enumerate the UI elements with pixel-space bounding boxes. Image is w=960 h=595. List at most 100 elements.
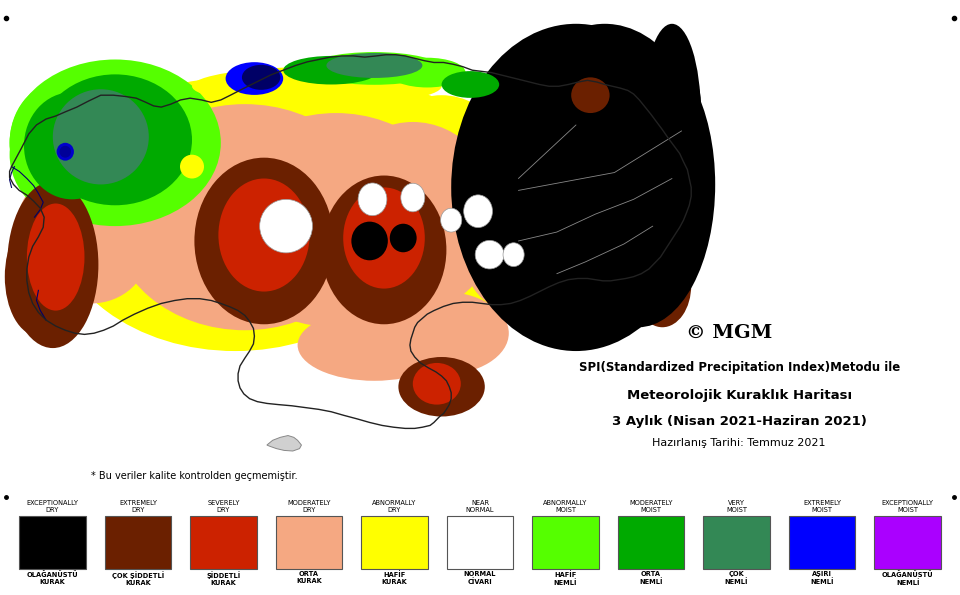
Ellipse shape (24, 92, 120, 199)
FancyBboxPatch shape (617, 516, 684, 569)
FancyBboxPatch shape (704, 516, 770, 569)
Ellipse shape (242, 65, 280, 90)
Ellipse shape (283, 56, 379, 84)
Text: EXCEPTIONALLY
MOIST: EXCEPTIONALLY MOIST (881, 500, 934, 513)
Text: * Bu veriler kalite kontrolden geçmemiştir.: * Bu veriler kalite kontrolden geçmemişt… (91, 471, 298, 481)
Text: ŞİDDETLİ
KURAK: ŞİDDETLİ KURAK (206, 571, 241, 586)
Ellipse shape (10, 83, 106, 202)
Text: ÇOK ŞİDDETLİ
KURAK: ÇOK ŞİDDETLİ KURAK (111, 571, 164, 586)
Text: EXTREMELY
MOIST: EXTREMELY MOIST (804, 500, 841, 513)
FancyBboxPatch shape (0, 0, 710, 491)
Text: VERY
MOIST: VERY MOIST (726, 500, 747, 513)
Text: AŞIRI
NEMLİ: AŞIRI NEMLİ (810, 571, 834, 585)
Ellipse shape (10, 89, 144, 220)
Ellipse shape (180, 155, 204, 178)
Text: Meteorolojik Kuraklık Haritası: Meteorolojik Kuraklık Haritası (627, 389, 852, 402)
Ellipse shape (499, 164, 547, 253)
Text: OLAĞANÜSTÜ
KURAK: OLAĞANÜSTÜ KURAK (27, 571, 78, 585)
Ellipse shape (464, 195, 492, 227)
Ellipse shape (226, 83, 514, 345)
Ellipse shape (562, 42, 715, 327)
Text: ORTA
KURAK: ORTA KURAK (296, 571, 322, 584)
Ellipse shape (14, 173, 110, 303)
FancyBboxPatch shape (875, 516, 941, 569)
Ellipse shape (441, 208, 462, 232)
Ellipse shape (401, 183, 424, 212)
Ellipse shape (326, 122, 499, 312)
Ellipse shape (390, 224, 417, 252)
Text: ABNORMALLY
MOIST: ABNORMALLY MOIST (543, 500, 588, 513)
Ellipse shape (211, 113, 461, 327)
Text: NORMAL
CİVARI: NORMAL CİVARI (464, 571, 496, 585)
Ellipse shape (470, 83, 643, 333)
Ellipse shape (110, 104, 379, 330)
Ellipse shape (53, 89, 149, 184)
Ellipse shape (53, 77, 418, 351)
Text: MODERATELY
MOIST: MODERATELY MOIST (630, 500, 673, 513)
Ellipse shape (398, 357, 485, 416)
Ellipse shape (38, 74, 192, 205)
Text: OLAĞANÜSTÜ
NEMLİ: OLAĞANÜSTÜ NEMLİ (882, 571, 933, 586)
FancyBboxPatch shape (105, 516, 171, 569)
FancyBboxPatch shape (190, 516, 256, 569)
Ellipse shape (351, 222, 388, 261)
FancyBboxPatch shape (532, 516, 599, 569)
Text: ORTA
NEMLİ: ORTA NEMLİ (639, 571, 662, 585)
Ellipse shape (528, 36, 701, 167)
Ellipse shape (194, 158, 334, 324)
Ellipse shape (503, 243, 524, 267)
Ellipse shape (259, 199, 312, 253)
Ellipse shape (344, 187, 424, 289)
FancyBboxPatch shape (789, 516, 855, 569)
Text: HAFİF
NEMLİ: HAFİF NEMLİ (554, 571, 577, 586)
Ellipse shape (619, 113, 686, 220)
FancyBboxPatch shape (276, 516, 343, 569)
Text: NEAR
NORMAL: NEAR NORMAL (466, 500, 494, 513)
Ellipse shape (298, 309, 451, 381)
Ellipse shape (192, 67, 442, 106)
Ellipse shape (10, 60, 221, 226)
Ellipse shape (5, 217, 72, 336)
Text: EXCEPTIONALLY
DRY: EXCEPTIONALLY DRY (26, 500, 79, 513)
Ellipse shape (226, 62, 283, 95)
Ellipse shape (485, 149, 562, 280)
Ellipse shape (571, 77, 610, 113)
Ellipse shape (27, 203, 84, 311)
FancyBboxPatch shape (446, 516, 514, 569)
Text: EXTREMELY
DRY: EXTREMELY DRY (119, 500, 156, 513)
Ellipse shape (60, 146, 71, 158)
Text: Hazırlanış Tarihi: Temmuz 2021: Hazırlanış Tarihi: Temmuz 2021 (653, 439, 826, 448)
Ellipse shape (643, 24, 701, 202)
Text: HAFİF
KURAK: HAFİF KURAK (381, 571, 407, 585)
Text: ABNORMALLY
DRY: ABNORMALLY DRY (372, 500, 417, 513)
Ellipse shape (413, 363, 461, 405)
FancyBboxPatch shape (361, 516, 428, 569)
Ellipse shape (358, 183, 387, 215)
Ellipse shape (374, 292, 509, 375)
Text: ÇOK
NEMLİ: ÇOK NEMLİ (725, 571, 749, 585)
Ellipse shape (475, 137, 590, 315)
Ellipse shape (451, 24, 701, 351)
Ellipse shape (57, 143, 74, 161)
Polygon shape (267, 436, 301, 451)
Ellipse shape (34, 196, 149, 303)
Ellipse shape (461, 178, 557, 309)
Ellipse shape (326, 53, 422, 78)
Ellipse shape (389, 58, 466, 87)
Ellipse shape (475, 240, 504, 269)
Ellipse shape (355, 95, 528, 321)
Ellipse shape (219, 178, 309, 292)
Ellipse shape (307, 52, 442, 84)
Ellipse shape (629, 113, 686, 202)
FancyBboxPatch shape (19, 516, 85, 569)
Text: MODERATELY
DRY: MODERATELY DRY (287, 500, 330, 513)
Text: © MGM: © MGM (686, 324, 773, 342)
Ellipse shape (322, 176, 446, 324)
Ellipse shape (499, 24, 710, 333)
Ellipse shape (634, 244, 691, 327)
Ellipse shape (7, 181, 99, 348)
Ellipse shape (442, 71, 499, 98)
Text: SEVERELY
DRY: SEVERELY DRY (207, 500, 240, 513)
Text: SPI(Standardized Precipitation Index)Metodu ile: SPI(Standardized Precipitation Index)Met… (579, 361, 900, 374)
Text: 3 Aylık (Nisan 2021-Haziran 2021): 3 Aylık (Nisan 2021-Haziran 2021) (612, 415, 867, 428)
